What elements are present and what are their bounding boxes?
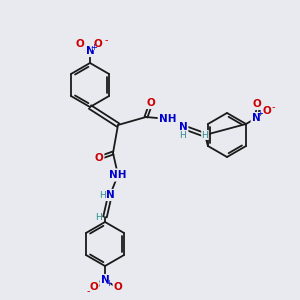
Text: O: O [76,39,84,49]
Text: N: N [106,190,114,200]
Text: +: + [91,43,98,52]
Text: -: - [271,102,275,112]
Text: +: + [256,110,263,118]
Text: O: O [90,282,98,292]
Text: H: H [180,130,186,140]
Text: +: + [106,280,112,289]
Text: O: O [94,153,103,163]
Text: O: O [263,106,272,116]
Text: O: O [253,99,261,109]
Text: N: N [85,46,94,56]
Text: O: O [147,98,155,108]
Text: NH: NH [159,114,177,124]
Text: H: H [202,130,208,140]
Text: H: H [99,190,105,200]
Text: O: O [94,39,102,49]
Text: H: H [94,212,101,221]
Text: N: N [252,113,260,123]
Text: N: N [100,275,109,285]
Text: N: N [178,122,188,132]
Text: NH: NH [109,170,127,180]
Text: -: - [86,286,90,296]
Text: -: - [104,35,108,45]
Text: O: O [114,282,122,292]
